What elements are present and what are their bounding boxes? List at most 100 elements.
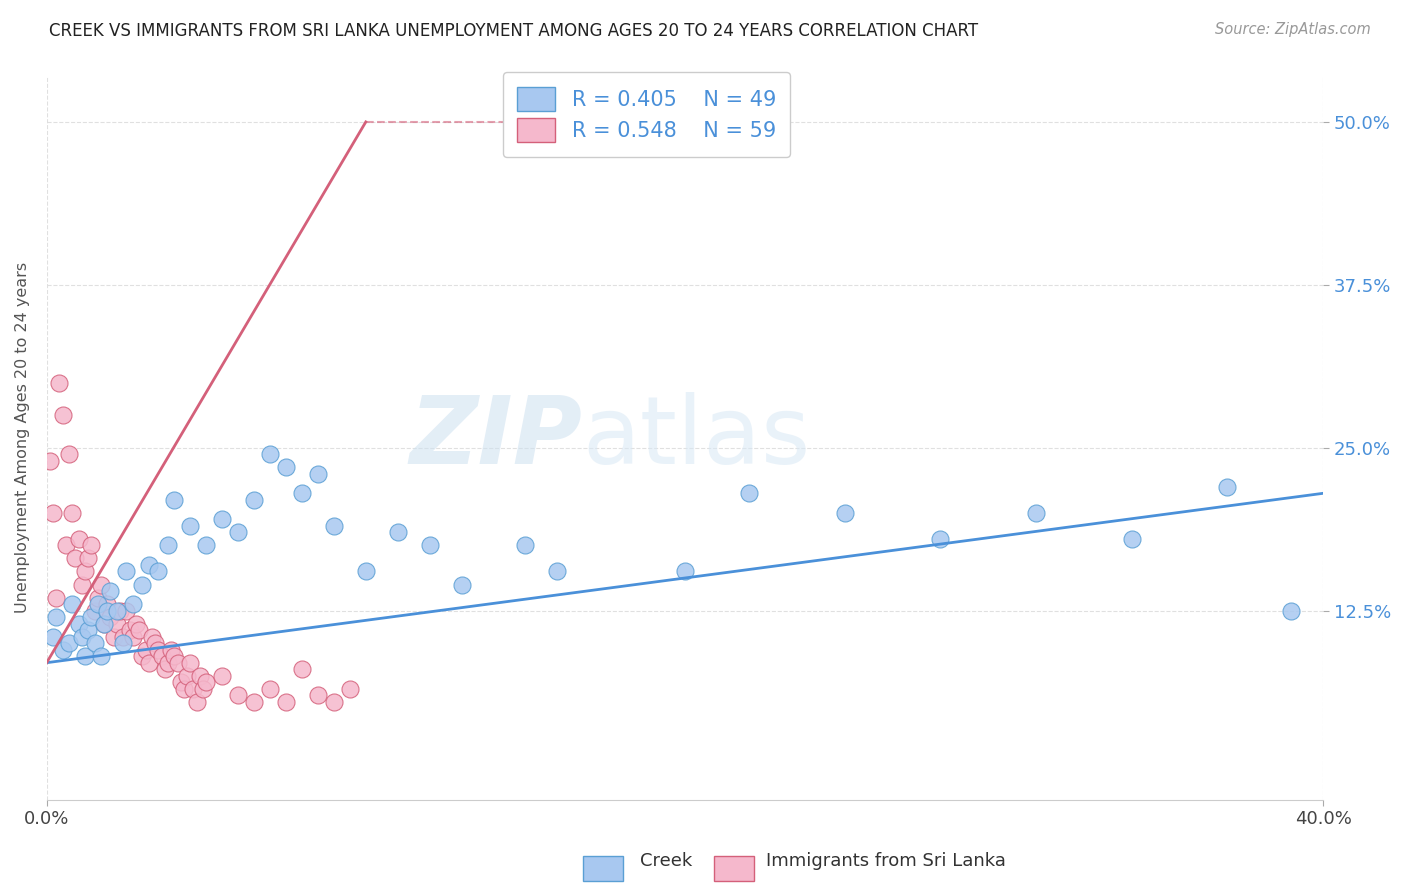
Point [77,623,100,637]
Point [90,577,112,591]
Point [546,565,568,579]
Point [131,577,153,591]
Point [170,675,193,690]
Point [387,525,409,540]
Point [115,565,138,579]
Point [87,591,110,605]
Point [55,538,77,552]
Point [87,597,110,611]
Point [673,565,696,579]
Text: Source: ZipAtlas.com: Source: ZipAtlas.com [1215,22,1371,37]
Point [65,551,87,566]
Point [96,603,118,617]
Point [291,486,314,500]
Point [121,597,143,611]
Point [100,610,122,624]
Point [176,669,198,683]
Point [138,656,160,670]
Point [131,649,153,664]
Point [160,642,183,657]
Point [148,642,170,657]
Point [1025,506,1047,520]
Text: Immigrants from Sri Lanka: Immigrants from Sri Lanka [766,852,1007,870]
Point [195,675,218,690]
Point [1216,480,1239,494]
Point [188,669,211,683]
Point [173,681,195,696]
Text: atlas: atlas [583,392,811,484]
Point [291,662,314,676]
Point [150,649,173,664]
Point [52,642,75,657]
Point [80,538,103,552]
Point [42,506,65,520]
Point [450,577,472,591]
Point [96,597,118,611]
Point [128,623,150,637]
Point [148,565,170,579]
Point [419,538,441,552]
Point [73,565,96,579]
Text: CREEK VS IMMIGRANTS FROM SRI LANKA UNEMPLOYMENT AMONG AGES 20 TO 24 YEARS CORREL: CREEK VS IMMIGRANTS FROM SRI LANKA UNEMP… [49,22,979,40]
Point [211,512,233,526]
Point [45,591,67,605]
Point [354,565,377,579]
Point [322,519,344,533]
Point [141,630,163,644]
Point [60,597,83,611]
Point [125,616,148,631]
Point [274,695,297,709]
Point [153,662,176,676]
Point [307,467,329,481]
Point [80,610,103,624]
Point [339,681,361,696]
Point [156,656,179,670]
Point [105,603,128,617]
Point [135,642,157,657]
Point [115,603,138,617]
Point [179,656,201,670]
Point [138,558,160,572]
Point [118,623,141,637]
Point [195,538,218,552]
Point [73,649,96,664]
Point [77,551,100,566]
Point [105,616,128,631]
Point [226,688,249,702]
Point [112,630,135,644]
Point [58,636,80,650]
Point [60,506,83,520]
Point [67,616,90,631]
Point [103,630,125,644]
Point [186,695,208,709]
Point [274,460,297,475]
Point [1121,532,1143,546]
Point [515,538,537,552]
Text: Creek: Creek [640,852,692,870]
Point [112,636,135,650]
Point [166,656,188,670]
Point [834,506,856,520]
Point [929,532,952,546]
Point [48,376,70,390]
Point [93,616,115,631]
Point [191,681,214,696]
Point [163,649,186,664]
Point [83,603,105,617]
Text: ZIP: ZIP [411,392,583,484]
Point [38,453,60,467]
Point [121,630,143,644]
Point [58,447,80,461]
Point [183,681,205,696]
Point [243,492,266,507]
Point [83,636,105,650]
Point [211,669,233,683]
Point [90,649,112,664]
Point [93,616,115,631]
Point [70,630,93,644]
Point [226,525,249,540]
Point [163,492,186,507]
Point [259,681,281,696]
Point [259,447,281,461]
Point [100,584,122,599]
